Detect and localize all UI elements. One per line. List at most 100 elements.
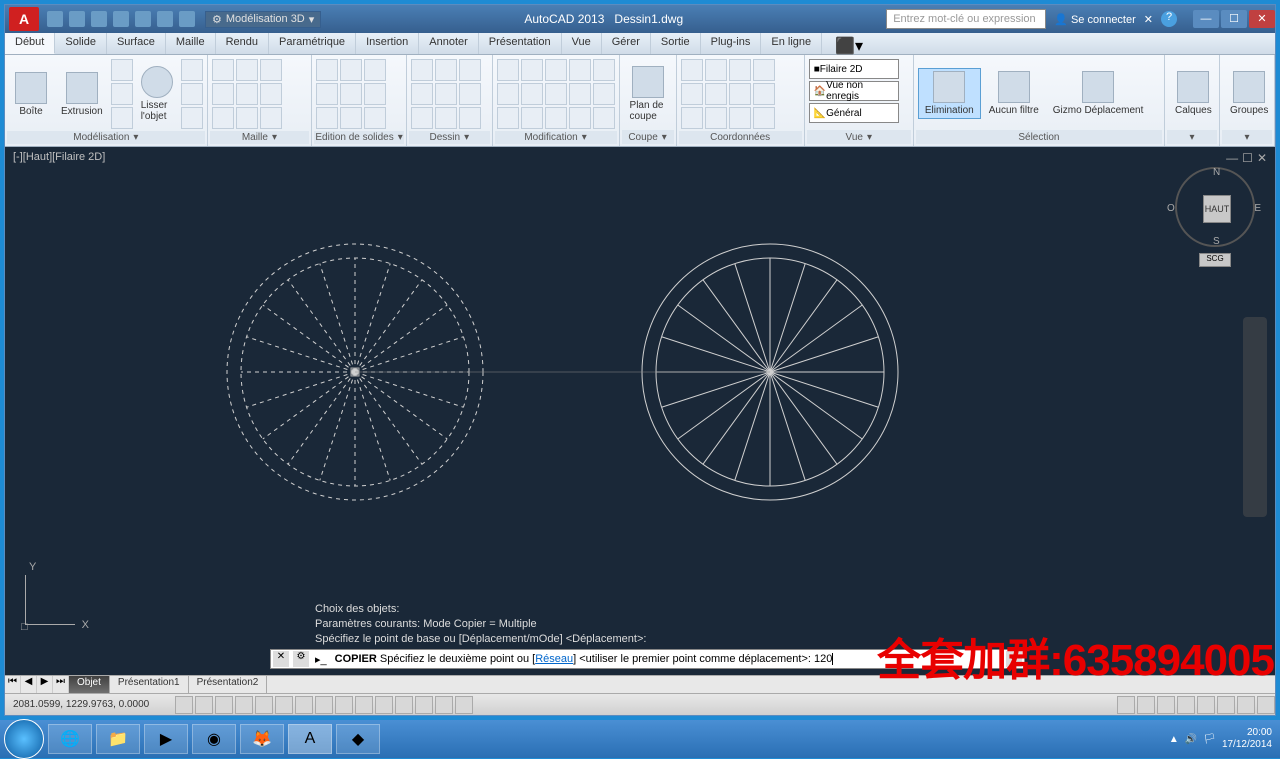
groupes-button[interactable]: Groupes <box>1224 69 1274 118</box>
status-toggle[interactable] <box>255 696 273 714</box>
status-toggle[interactable] <box>215 696 233 714</box>
tool-icon[interactable] <box>497 83 519 105</box>
status-toggle[interactable] <box>315 696 333 714</box>
tool-icon[interactable] <box>729 107 751 129</box>
tab-solide[interactable]: Solide <box>55 33 107 54</box>
gizmo-button[interactable]: Gizmo Déplacement <box>1047 69 1150 118</box>
tool-icon[interactable] <box>705 59 727 81</box>
status-toggle[interactable] <box>435 696 453 714</box>
tab-next-icon[interactable]: ▶ <box>37 676 53 693</box>
app-icon[interactable]: ◆ <box>336 724 380 754</box>
status-toggle[interactable] <box>1157 696 1175 714</box>
tray-icon[interactable]: 🏳 <box>1203 734 1216 745</box>
tool-icon[interactable] <box>236 107 258 129</box>
tool-icon[interactable] <box>545 107 567 129</box>
tab-surface[interactable]: Surface <box>107 33 166 54</box>
tool-icon[interactable] <box>521 59 543 81</box>
tool-icon[interactable] <box>497 107 519 129</box>
tab-debut[interactable]: Début <box>5 33 55 54</box>
tool-icon[interactable] <box>545 59 567 81</box>
tab-last-icon[interactable]: ⏭ <box>53 676 69 693</box>
tool-icon[interactable] <box>593 107 615 129</box>
help-icon[interactable]: ? <box>1161 11 1177 27</box>
tab-gerer[interactable]: Gérer <box>602 33 651 54</box>
viewcube-face[interactable]: HAUT <box>1203 195 1231 223</box>
tab-presentation[interactable]: Présentation <box>479 33 562 54</box>
tool-icon[interactable] <box>212 83 234 105</box>
extrusion-button[interactable]: Extrusion <box>55 70 109 119</box>
reseau-link[interactable]: Réseau <box>535 653 573 665</box>
tool-icon[interactable] <box>753 107 775 129</box>
qat-undo-icon[interactable] <box>157 11 173 27</box>
start-button[interactable] <box>4 719 44 759</box>
app-icon[interactable]: A <box>9 7 39 31</box>
status-toggle[interactable] <box>175 696 193 714</box>
qat-open-icon[interactable] <box>69 11 85 27</box>
tab-annoter[interactable]: Annoter <box>419 33 479 54</box>
navigation-bar[interactable] <box>1243 317 1267 517</box>
firefox-icon[interactable]: 🦊 <box>240 724 284 754</box>
tool-icon[interactable] <box>236 59 258 81</box>
panel-label[interactable]: Vue ▾ <box>807 130 911 144</box>
minimize-button[interactable]: — <box>1193 10 1219 28</box>
tool-icon[interactable] <box>236 83 258 105</box>
status-toggle[interactable] <box>335 696 353 714</box>
ucs-dropdown[interactable]: 📐 Général <box>809 103 899 123</box>
explorer-icon[interactable]: 📁 <box>96 724 140 754</box>
panel-label[interactable]: Maille ▾ <box>210 131 309 144</box>
qat-save-icon[interactable] <box>91 11 107 27</box>
tool-icon[interactable] <box>212 107 234 129</box>
tool-icon[interactable] <box>459 83 481 105</box>
tool-icon[interactable] <box>111 83 133 105</box>
tool-icon[interactable] <box>181 59 203 81</box>
status-toggle[interactable] <box>1137 696 1155 714</box>
tool-icon[interactable] <box>729 59 751 81</box>
tray-icon[interactable]: 🔊 <box>1185 734 1197 745</box>
status-toggle[interactable] <box>1177 696 1195 714</box>
tool-icon[interactable] <box>681 107 703 129</box>
lisser-button[interactable]: Lisser l'objet <box>135 64 179 124</box>
search-input[interactable]: Entrez mot-clé ou expression <box>886 9 1046 29</box>
workspace-dropdown[interactable]: ⚙ Modélisation 3D ▾ <box>205 11 321 28</box>
tool-icon[interactable] <box>260 59 282 81</box>
status-toggle[interactable] <box>375 696 393 714</box>
drawing-canvas[interactable]: [-][Haut][Filaire 2D] — ☐ ✕ N S E O HAUT… <box>5 147 1275 675</box>
status-toggle[interactable] <box>455 696 473 714</box>
tab-maille[interactable]: Maille <box>166 33 216 54</box>
status-toggle[interactable] <box>1197 696 1215 714</box>
tool-icon[interactable] <box>705 83 727 105</box>
tab-first-icon[interactable]: ⏮ <box>5 676 21 693</box>
tool-icon[interactable] <box>681 83 703 105</box>
tool-icon[interactable] <box>260 83 282 105</box>
tool-icon[interactable] <box>569 59 591 81</box>
status-toggle[interactable] <box>1217 696 1235 714</box>
panel-label[interactable]: Modélisation ▾ <box>7 131 205 144</box>
tool-icon[interactable] <box>316 59 338 81</box>
plan-coupe-button[interactable]: Plan de coupe <box>624 64 672 124</box>
cmdline-config-icon[interactable]: ⚙ <box>293 651 309 667</box>
close-button[interactable]: ✕ <box>1249 10 1275 28</box>
tool-icon[interactable] <box>681 59 703 81</box>
tool-icon[interactable] <box>593 83 615 105</box>
chrome-icon[interactable]: ◉ <box>192 724 236 754</box>
tool-icon[interactable] <box>212 59 234 81</box>
tool-icon[interactable] <box>753 59 775 81</box>
layout-tab[interactable]: Présentation2 <box>189 676 268 693</box>
tool-icon[interactable] <box>411 59 433 81</box>
autocad-task-icon[interactable]: A <box>288 724 332 754</box>
filtre-button[interactable]: Aucun filtre <box>983 69 1045 118</box>
tool-icon[interactable] <box>705 107 727 129</box>
visual-style-dropdown[interactable]: ■ Filaire 2D <box>809 59 899 79</box>
tab-prev-icon[interactable]: ◀ <box>21 676 37 693</box>
tool-icon[interactable] <box>435 107 457 129</box>
tool-icon[interactable] <box>316 107 338 129</box>
tool-icon[interactable] <box>497 59 519 81</box>
panel-label[interactable]: Edition de solides ▾ <box>314 131 404 144</box>
panel-label[interactable]: Coordonnées <box>679 131 802 144</box>
status-toggle[interactable] <box>1257 696 1275 714</box>
tool-icon[interactable] <box>569 83 591 105</box>
status-toggle[interactable] <box>1237 696 1255 714</box>
tool-icon[interactable] <box>181 83 203 105</box>
signin-link[interactable]: 👤 Se connecter <box>1054 13 1136 26</box>
tab-plugins[interactable]: Plug-ins <box>701 33 762 54</box>
